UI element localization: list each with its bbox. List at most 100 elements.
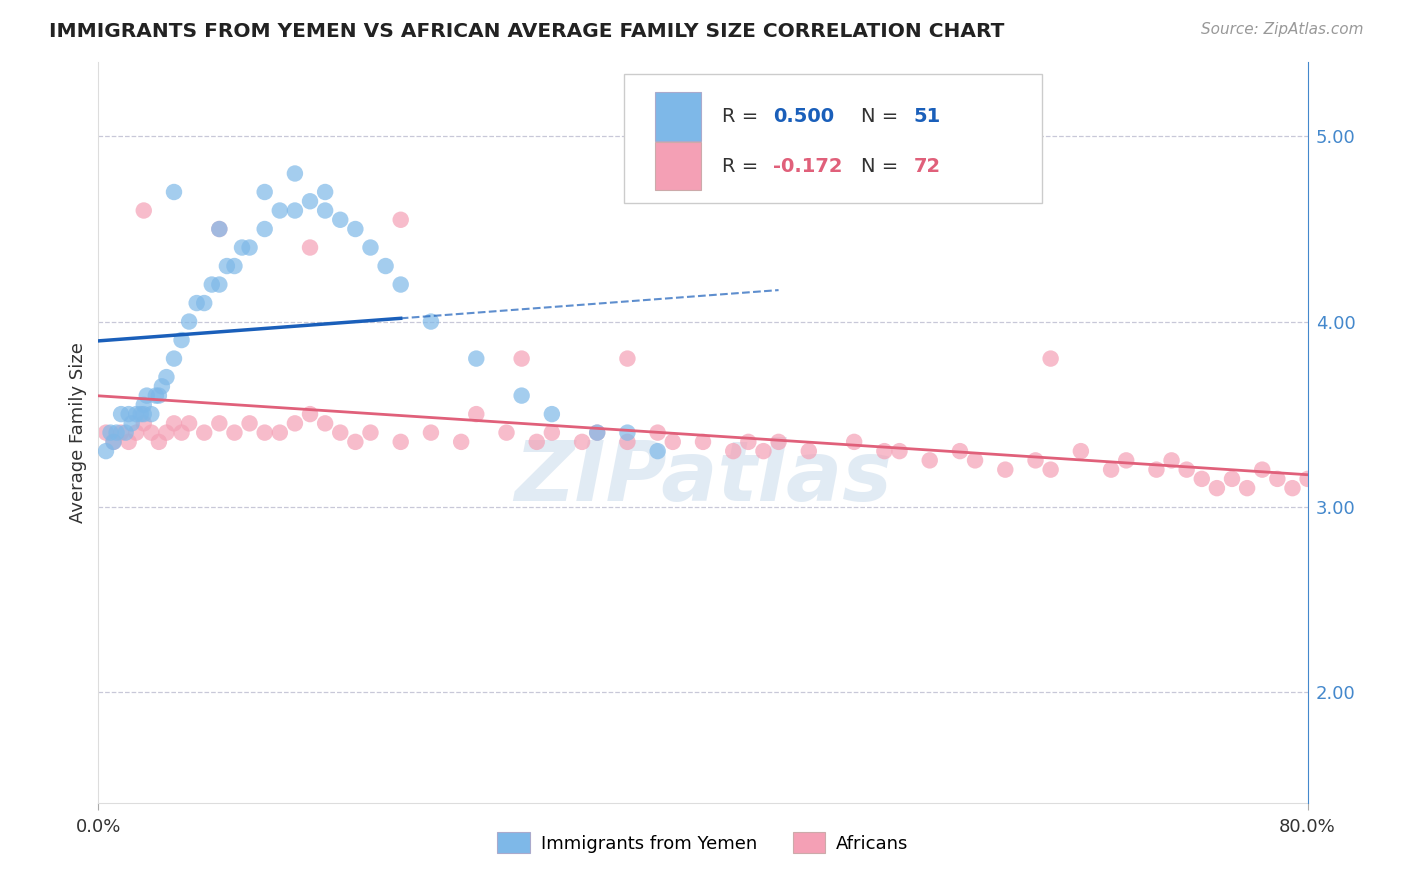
Point — [314, 417, 336, 431]
Point — [1115, 453, 1137, 467]
Point — [540, 407, 562, 421]
Legend: Immigrants from Yemen, Africans: Immigrants from Yemen, Africans — [491, 825, 915, 861]
Point — [994, 462, 1017, 476]
Point — [526, 434, 548, 449]
Point — [737, 434, 759, 449]
Point — [141, 407, 163, 421]
Point — [110, 425, 132, 440]
Point — [94, 444, 117, 458]
Text: IMMIGRANTS FROM YEMEN VS AFRICAN AVERAGE FAMILY SIZE CORRELATION CHART: IMMIGRANTS FROM YEMEN VS AFRICAN AVERAGE… — [49, 22, 1004, 41]
Point — [239, 417, 262, 431]
Point — [208, 222, 231, 236]
Point — [1175, 462, 1198, 476]
Text: 72: 72 — [914, 157, 941, 176]
Point — [121, 417, 143, 431]
Point — [314, 185, 336, 199]
Point — [129, 407, 152, 421]
Point — [889, 444, 911, 458]
Point — [723, 444, 745, 458]
Point — [1146, 462, 1168, 476]
Point — [389, 277, 412, 292]
Point — [239, 240, 262, 254]
Point — [253, 425, 276, 440]
Point — [132, 203, 155, 218]
Point — [360, 240, 382, 254]
Point — [135, 388, 157, 402]
FancyBboxPatch shape — [655, 93, 700, 141]
Point — [1251, 462, 1274, 476]
Point — [103, 434, 125, 449]
Text: 0.500: 0.500 — [773, 107, 834, 126]
Point — [1099, 462, 1122, 476]
Text: R =: R = — [723, 107, 765, 126]
Point — [450, 434, 472, 449]
Point — [510, 351, 533, 366]
Point — [118, 407, 141, 421]
FancyBboxPatch shape — [655, 142, 700, 190]
Point — [495, 425, 517, 440]
Point — [389, 212, 412, 227]
Point — [1281, 481, 1303, 495]
Point — [163, 185, 186, 199]
Point — [374, 259, 396, 273]
Point — [752, 444, 775, 458]
Point — [145, 388, 167, 402]
Point — [253, 222, 276, 236]
Point — [510, 388, 533, 402]
Point — [420, 425, 443, 440]
Point — [1024, 453, 1046, 467]
Point — [1039, 351, 1062, 366]
Point — [224, 259, 246, 273]
Point — [344, 222, 367, 236]
Point — [1296, 472, 1319, 486]
Point — [314, 203, 336, 218]
Point — [269, 425, 291, 440]
Point — [155, 370, 177, 384]
Point — [215, 259, 238, 273]
Point — [844, 434, 866, 449]
Point — [1267, 472, 1289, 486]
Point — [150, 379, 173, 393]
Point — [179, 417, 201, 431]
Point — [163, 417, 186, 431]
Point — [132, 417, 155, 431]
Point — [329, 425, 352, 440]
Point — [329, 212, 352, 227]
Point — [179, 314, 201, 328]
Point — [141, 425, 163, 440]
Point — [125, 407, 148, 421]
Point — [344, 434, 367, 449]
Point — [170, 333, 193, 347]
Point — [208, 277, 231, 292]
Point — [193, 425, 215, 440]
Point — [110, 407, 132, 421]
Point — [965, 453, 987, 467]
Point — [269, 203, 291, 218]
Point — [586, 425, 609, 440]
Text: R =: R = — [723, 157, 765, 176]
Point — [949, 444, 972, 458]
Point — [94, 425, 117, 440]
Text: ZIPatlas: ZIPatlas — [515, 436, 891, 517]
Point — [420, 314, 443, 328]
Point — [132, 407, 155, 421]
Point — [1236, 481, 1258, 495]
Point — [616, 351, 638, 366]
Point — [148, 434, 170, 449]
Point — [163, 351, 186, 366]
Point — [692, 434, 714, 449]
Point — [299, 407, 322, 421]
Point — [103, 434, 125, 449]
Point — [155, 425, 177, 440]
Point — [768, 434, 790, 449]
Y-axis label: Average Family Size: Average Family Size — [69, 343, 87, 523]
Point — [148, 388, 170, 402]
Point — [284, 166, 307, 180]
Point — [193, 296, 215, 310]
Point — [231, 240, 253, 254]
Point — [465, 407, 488, 421]
Point — [540, 425, 562, 440]
Point — [797, 444, 820, 458]
Point — [1039, 462, 1062, 476]
Point — [118, 434, 141, 449]
